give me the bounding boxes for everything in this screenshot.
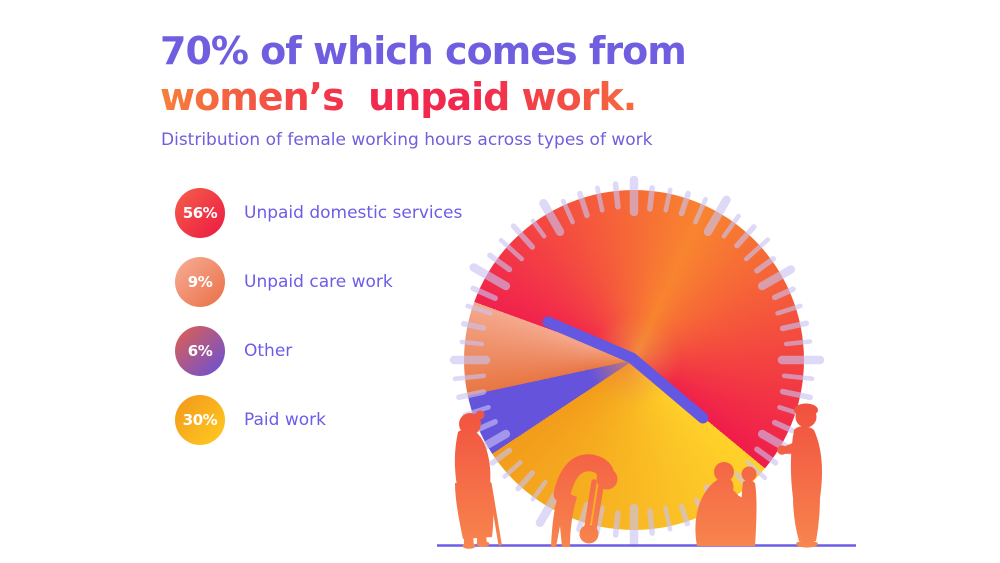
legend-item-unpaid-domestic: 56% Unpaid domestic services	[175, 188, 462, 238]
header: 70% of which comes from women’s unpaid w…	[160, 28, 687, 150]
pie-center-blend	[584, 310, 684, 410]
legend-swatch-unpaid-domestic: 56%	[175, 188, 225, 238]
legend-swatch-unpaid-care: 9%	[175, 257, 225, 307]
legend-item-other: 6% Other	[175, 326, 462, 376]
legend-swatch-paid-work: 30%	[175, 395, 225, 445]
legend-label-unpaid-care: Unpaid care work	[244, 272, 393, 292]
legend-item-paid-work: 30% Paid work	[175, 395, 462, 445]
legend-item-unpaid-care: 9% Unpaid care work	[175, 257, 462, 307]
chart-subtitle: Distribution of female working hours acr…	[161, 130, 653, 150]
chart-legend: 56% Unpaid domestic services 9% Unpaid c…	[175, 188, 462, 464]
legend-label-other: Other	[244, 341, 293, 361]
page-title-line1: 70% of which comes from	[160, 29, 687, 73]
legend-label-unpaid-domestic: Unpaid domestic services	[244, 203, 463, 223]
page-title-line2: women’s unpaid work.	[160, 74, 686, 120]
legend-swatch-other: 6%	[175, 326, 225, 376]
legend-label-paid-work: Paid work	[244, 410, 326, 430]
